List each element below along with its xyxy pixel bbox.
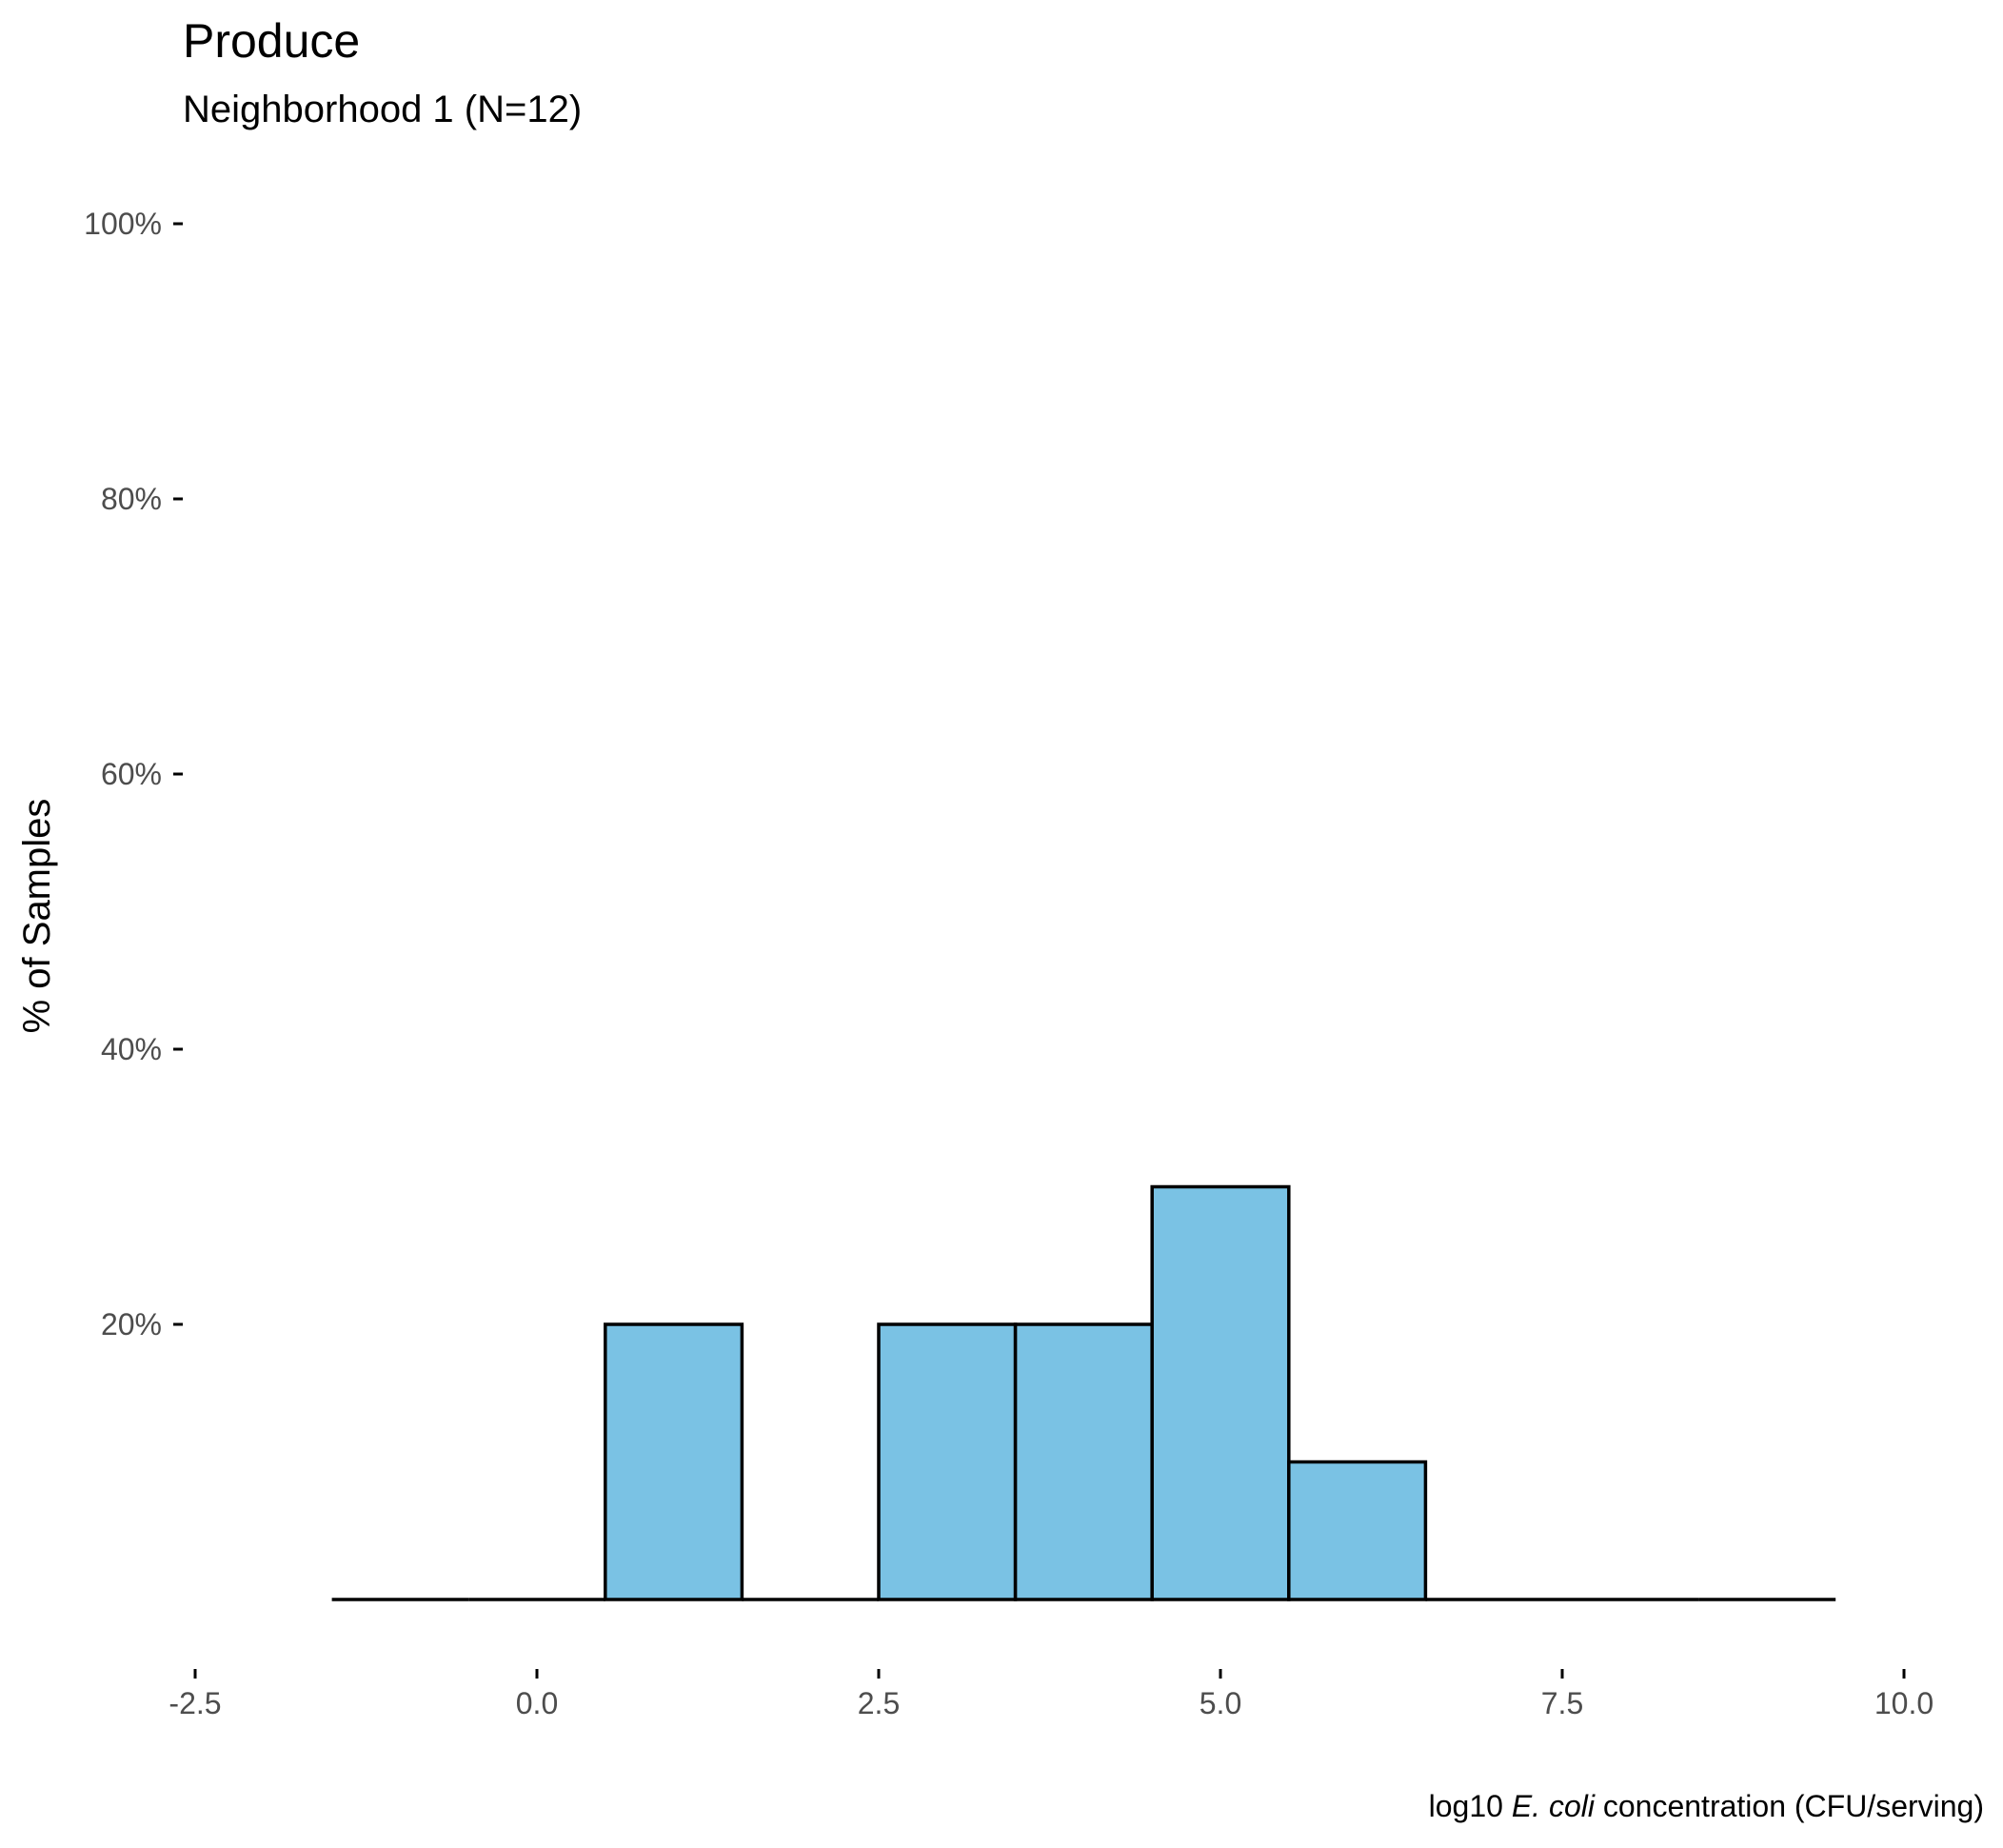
- histogram-bar: [1013, 1322, 1154, 1601]
- y-axis: 20% 40% 60% 80% 100%: [84, 207, 183, 1341]
- x-tick-label: 10.0: [1874, 1686, 1934, 1720]
- y-tick-label: 80%: [101, 482, 162, 516]
- chart-title: Produce: [183, 14, 360, 68]
- x-tick-label: 7.5: [1541, 1686, 1583, 1720]
- histogram-bar: [604, 1322, 744, 1601]
- x-tick-label: 5.0: [1200, 1686, 1241, 1720]
- y-tick-label: 40%: [101, 1032, 162, 1066]
- histogram-bar: [1287, 1460, 1428, 1601]
- y-tick-label: 100%: [84, 207, 162, 241]
- y-axis-title: % of Samples: [16, 799, 58, 1034]
- histogram-bar: [1150, 1184, 1291, 1601]
- x-axis: -2.5 0.0 2.5 5.0 7.5 10.0: [169, 1669, 1934, 1720]
- y-tick-label: 20%: [101, 1307, 162, 1341]
- x-axis-title-suffix: concentration (CFU/serving): [1595, 1789, 1984, 1823]
- x-axis-title-organism: E. coli: [1512, 1789, 1596, 1823]
- chart-subtitle: Neighborhood 1 (N=12): [183, 89, 582, 130]
- x-axis-title: log10 E. coli concentration (CFU/serving…: [1429, 1789, 1984, 1823]
- histogram-bar: [877, 1322, 1018, 1601]
- histogram-bars: [331, 1184, 1836, 1601]
- x-tick-label: 0.0: [516, 1686, 558, 1720]
- x-tick-label: -2.5: [169, 1686, 221, 1720]
- x-axis-title-prefix: log10: [1429, 1789, 1512, 1823]
- y-tick-label: 60%: [101, 757, 162, 791]
- x-tick-label: 2.5: [858, 1686, 900, 1720]
